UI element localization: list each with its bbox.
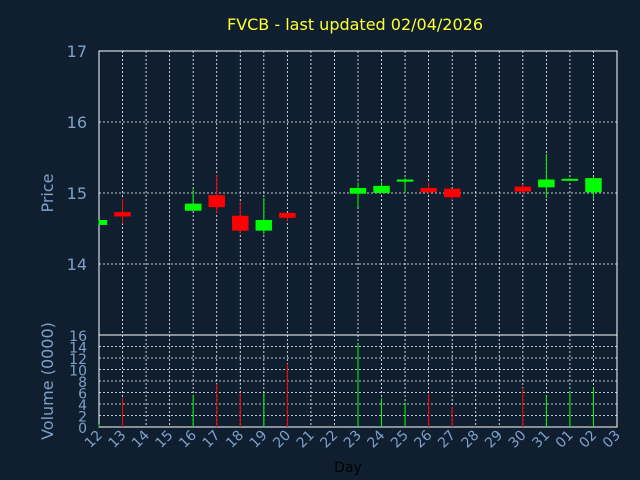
x-tick-label: 18 (223, 428, 247, 452)
x-tick-labels: 12 13 14 15 16 17 18 19 20 21 22 23 24 25 26 27 28 29 30 31… (82, 427, 624, 451)
price-tick-label: 15 (67, 184, 87, 203)
volume-tick-label: 16 (69, 329, 87, 345)
price-panel: 14 15 16 17 (67, 42, 618, 336)
x-tick-label: 29 (482, 428, 506, 452)
x-tick-label: 26 (412, 427, 436, 451)
candle-body (585, 178, 602, 193)
candle-body (396, 179, 414, 182)
price-tick-label: 16 (67, 113, 87, 132)
candle-body (561, 178, 579, 181)
volume-tick-label: 14 (69, 341, 87, 357)
candle-body (99, 219, 108, 225)
x-tick-label: 17 (200, 428, 224, 452)
x-tick-label: 28 (459, 428, 483, 452)
x-tick-label: 27 (435, 428, 459, 452)
x-tick-label: 21 (294, 428, 318, 452)
volume-tick-label: 12 (69, 352, 87, 368)
candle-body (208, 195, 225, 208)
candle-body (255, 219, 273, 231)
candle-body (232, 215, 249, 231)
x-tick-label: 15 (153, 428, 177, 452)
candle-body (279, 212, 296, 218)
x-tick-label: 03 (600, 428, 624, 452)
x-tick-label: 02 (576, 428, 600, 452)
x-tick-label: 16 (176, 427, 200, 451)
volume-tick-label: 4 (78, 398, 87, 414)
x-tick-label: 22 (317, 428, 341, 452)
candle-body (114, 212, 131, 217)
volume-axis-label: Volume (0000) (38, 322, 57, 440)
x-tick-label: 01 (553, 428, 577, 452)
x-tick-label: 24 (364, 427, 388, 451)
candle-body (420, 188, 437, 193)
x-tick-label: 20 (270, 428, 294, 452)
volume-tick-label: 6 (78, 387, 87, 403)
day-axis-label: Day (334, 460, 362, 476)
candle-body (184, 203, 202, 211)
volume-tick-label: 0 (78, 421, 87, 437)
candle-body (514, 186, 532, 192)
x-tick-label: 14 (129, 427, 153, 451)
volume-tick-label: 8 (78, 375, 87, 391)
x-tick-label: 23 (341, 428, 365, 452)
x-tick-label: 19 (247, 428, 271, 452)
price-axis-label: Price (38, 173, 57, 212)
candle-body (373, 185, 390, 193)
x-tick-label: 31 (529, 428, 553, 452)
volume-tick-label: 2 (78, 410, 87, 426)
volume-tick-label: 10 (69, 364, 87, 380)
x-tick-label: 30 (506, 428, 530, 452)
chart-title: FVCB - last updated 02/04/2026 (227, 15, 483, 34)
candle-body (443, 188, 461, 198)
price-tick-label: 14 (67, 255, 87, 274)
price-tick-label: 17 (67, 42, 87, 61)
x-tick-label: 25 (388, 428, 412, 452)
candle-body (349, 188, 367, 194)
candle-body (538, 179, 555, 188)
x-tick-label: 13 (105, 428, 129, 452)
